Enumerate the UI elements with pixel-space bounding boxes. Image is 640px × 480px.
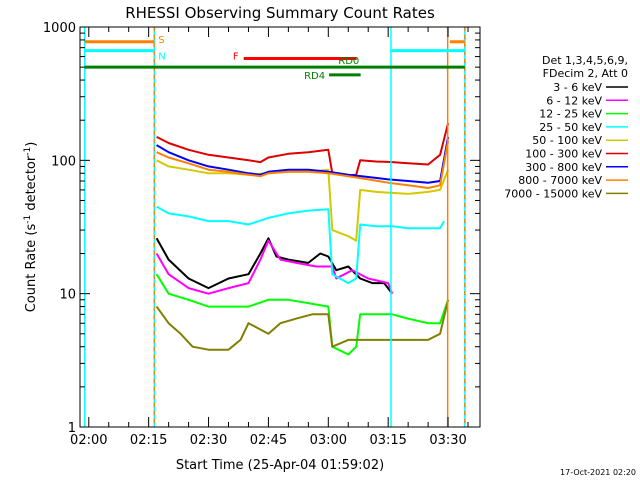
x-axis-label: Start Time (25-Apr-04 01:59:02) <box>176 458 384 473</box>
legend: Det 1,3,4,5,6,9,FDecim 2, Att 03 - 6 keV… <box>504 54 628 200</box>
flag-label-n: N <box>158 52 165 63</box>
y-tick-label: 1 <box>68 421 76 436</box>
legend-header-line: Det 1,3,4,5,6,9, <box>542 54 628 67</box>
flag-label-rd0: RD0 <box>338 56 359 67</box>
x-tick-label: 03:15 <box>369 433 406 448</box>
y-axis-label-part: -1 <box>23 215 33 224</box>
series-line-5 <box>156 159 450 242</box>
y-axis-label-part: Count Rate (s <box>24 224 39 313</box>
legend-entry-label: 800 - 7000 keV <box>518 174 602 187</box>
y-tick-label: 10 <box>59 288 76 303</box>
series-line-1 <box>155 237 393 295</box>
flag-label-rd4: RD4 <box>304 71 325 82</box>
y-axis-label-part: detector <box>24 155 39 215</box>
y-axis-label-part: -1 <box>23 147 33 156</box>
flag-label-s: S <box>158 35 164 46</box>
series-line-6 <box>156 122 450 177</box>
legend-entry-label: 300 - 800 keV <box>525 161 602 174</box>
x-tick-label: 02:45 <box>250 433 287 448</box>
y-axis-label-part: ) <box>24 142 39 147</box>
legend-entry-label: 7000 - 15000 keV <box>504 187 602 200</box>
legend-entry-label: 50 - 100 keV <box>532 134 602 147</box>
y-axis-label: Count Rate (s-1 detector-1) <box>23 142 39 313</box>
flag-bars-group: SN F RD0 RD4 <box>84 35 465 82</box>
flag-label-f: F <box>233 52 239 63</box>
axes-group: 1 10 100 1000 02:00 02:15 02:30 02:45 03:00 03:15… <box>43 21 480 448</box>
x-tick-label: 03:00 <box>310 433 347 448</box>
x-tick-label: 03:30 <box>429 433 466 448</box>
y-tick-label: 1000 <box>43 21 76 36</box>
series-line-9 <box>155 299 450 351</box>
legend-entry-label: 6 - 12 keV <box>546 94 602 107</box>
chart-title: RHESSI Observing Summary Count Rates <box>125 4 435 22</box>
vertical-lines-group <box>84 27 466 427</box>
legend-entry-label: 12 - 25 keV <box>539 108 602 121</box>
series-line-7 <box>156 136 450 184</box>
series-group <box>155 122 450 356</box>
x-tick-label: 02:00 <box>70 433 107 448</box>
legend-header-line: FDecim 2, Att 0 <box>543 67 628 80</box>
legend-entry-label: 3 - 6 keV <box>553 81 602 94</box>
plot-frame <box>79 26 481 428</box>
timestamp: 17-Oct-2021 02:20 <box>560 468 636 477</box>
series-line-8 <box>156 140 450 189</box>
series-line-4 <box>156 205 445 285</box>
x-tick-label: 02:15 <box>130 433 167 448</box>
x-tick-label: 02:30 <box>190 433 227 448</box>
legend-entry-label: 25 - 50 keV <box>539 121 602 134</box>
y-tick-label: 100 <box>51 154 76 169</box>
legend-entry-label: 100 - 300 keV <box>525 148 602 161</box>
